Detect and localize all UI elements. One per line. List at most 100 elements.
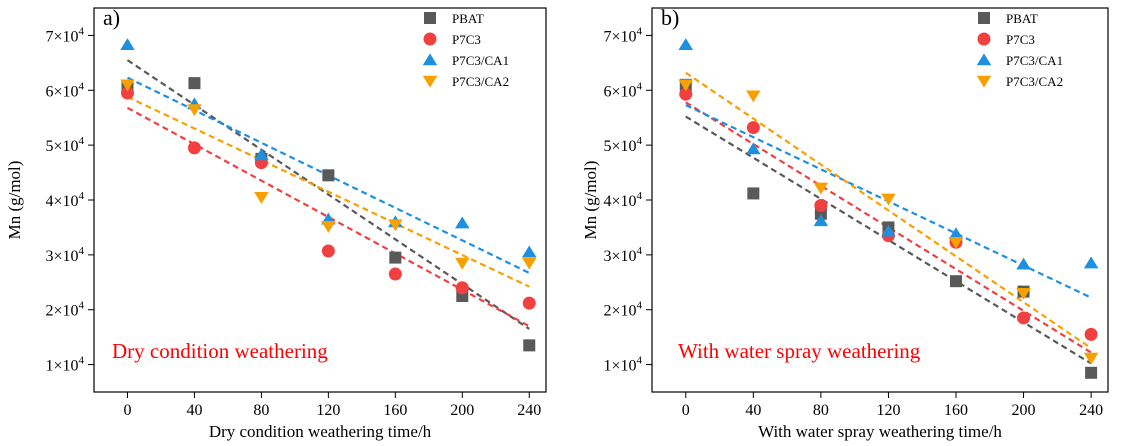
y-axis-title: Mn (g/mol) [581,161,600,240]
data-point-p7c3 [746,121,760,135]
data-point-p7c3-ca2 [1016,287,1031,300]
data-point-p7c3 [321,244,335,258]
legend-label: P7C3/CA2 [452,74,509,89]
fit-line-p7c3-ca2 [685,71,1092,350]
data-point-p7c3 [120,86,134,100]
fit-line-p7c3-ca2 [127,95,530,288]
y-tick-label: 4×104 [603,190,642,210]
panel-label: b) [661,5,679,30]
x-tick-label: 200 [1012,402,1036,419]
y-tick-label: 7×104 [603,25,642,45]
x-tick-label: 240 [517,402,541,419]
data-point-p7c3-ca2 [254,191,269,204]
y-tick-label: 4×104 [45,190,84,210]
x-tick-label: 120 [316,402,340,419]
data-point-p7c3-ca2 [881,193,896,206]
legend-marker [424,12,436,24]
legend-label: PBAT [1006,11,1038,26]
data-point-p7c3-ca1 [813,214,829,227]
chart-panel-1: 0 40 80 120 160 200 240 1×104 2×104 3×104 4×104 5×1… [5,5,547,441]
data-point-pbat [322,169,335,182]
chart-panel-2: 0 40 80 120 160 200 240 1×104 2×104 3×104 4×104 5×1… [581,5,1109,441]
data-point-pbat [1085,366,1098,379]
y-axis-title: Mn (g/mol) [5,161,24,240]
y-tick-label: 5×104 [45,135,84,155]
y-tick-label: 7×104 [45,25,84,45]
data-point-p7c3-ca1 [521,245,537,258]
data-point-p7c3-ca1 [746,142,761,155]
data-point-p7c3-ca1 [678,38,694,51]
data-point-p7c3-ca2 [321,221,336,233]
legend-label: P7C3 [452,32,481,47]
data-point-p7c3 [679,87,693,101]
legend-label: P7C3/CA1 [452,53,509,68]
y-tick-label: 3×104 [45,245,84,265]
condition-annotation: Dry condition weathering [112,339,328,363]
fit-line-pbat [126,59,530,330]
y-tick-label: 2×104 [45,300,84,320]
legend-marker [423,32,437,46]
x-tick-label: 40 [745,402,761,419]
y-tick-label: 2×104 [603,300,642,320]
x-tick-label: 0 [123,402,131,419]
data-point-p7c3-ca1 [1083,256,1099,269]
x-tick-label: 160 [383,402,407,419]
data-point-p7c3-ca1 [881,224,896,237]
data-point-pbat [389,251,402,264]
data-point-pbat [188,77,201,90]
x-tick-label: 160 [944,402,968,419]
data-point-p7c3-ca1 [254,148,269,161]
panel-label: a) [103,5,120,30]
x-tick-label: 40 [186,402,202,419]
data-point-p7c3-ca2 [746,90,761,103]
data-point-p7c3-ca1 [120,38,135,51]
data-point-p7c3-ca1 [948,227,964,240]
x-tick-label: 0 [682,402,690,419]
data-point-p7c3-ca2 [1083,352,1099,365]
legend-marker [422,53,438,66]
y-tick-label: 6×104 [603,80,642,100]
data-point-p7c3 [1084,327,1098,341]
y-tick-label: 3×104 [603,245,642,265]
data-point-p7c3 [388,267,402,281]
legend-marker [978,12,990,24]
data-point-pbat [950,275,962,288]
x-tick-label: 80 [253,402,269,419]
legend-label: P7C3/CA1 [1006,53,1063,68]
data-point-p7c3 [522,296,536,310]
legend-marker [977,32,991,46]
data-point-p7c3-ca2 [813,182,829,195]
legend-marker [422,75,438,88]
data-point-p7c3 [1017,311,1031,325]
x-tick-label: 200 [450,402,474,419]
data-point-p7c3-ca2 [187,104,202,117]
condition-annotation: With water spray weathering [678,339,921,363]
data-point-p7c3-ca2 [388,219,403,232]
data-point-p7c3 [455,281,469,295]
data-point-p7c3 [814,198,828,212]
x-tick-label: 240 [1079,402,1103,419]
legend-marker [976,75,992,88]
x-tick-label: 80 [813,402,829,419]
data-point-p7c3-ca2 [678,79,694,92]
legend-label: P7C3/CA2 [1006,74,1063,89]
x-axis-title: With water spray weathering time/h [758,422,1002,441]
x-axis-title: Dry condition weathering time/h [209,422,432,441]
data-point-p7c3-ca2 [120,79,135,92]
data-point-p7c3-ca2 [521,257,537,270]
data-point-p7c3-ca1 [1016,257,1031,270]
x-tick-label: 120 [876,402,900,419]
data-point-pbat [747,187,760,200]
y-tick-label: 1×104 [45,355,84,375]
data-point-p7c3 [187,141,201,155]
legend-label: PBAT [452,11,484,26]
y-tick-label: 1×104 [603,355,642,375]
legend-label: P7C3 [1006,32,1035,47]
legend-marker [976,53,992,66]
y-tick-label: 6×104 [45,80,84,100]
data-point-pbat [523,339,536,352]
data-point-p7c3-ca2 [948,236,964,249]
data-point-p7c3-ca1 [455,216,470,229]
y-tick-label: 5×104 [603,135,642,155]
